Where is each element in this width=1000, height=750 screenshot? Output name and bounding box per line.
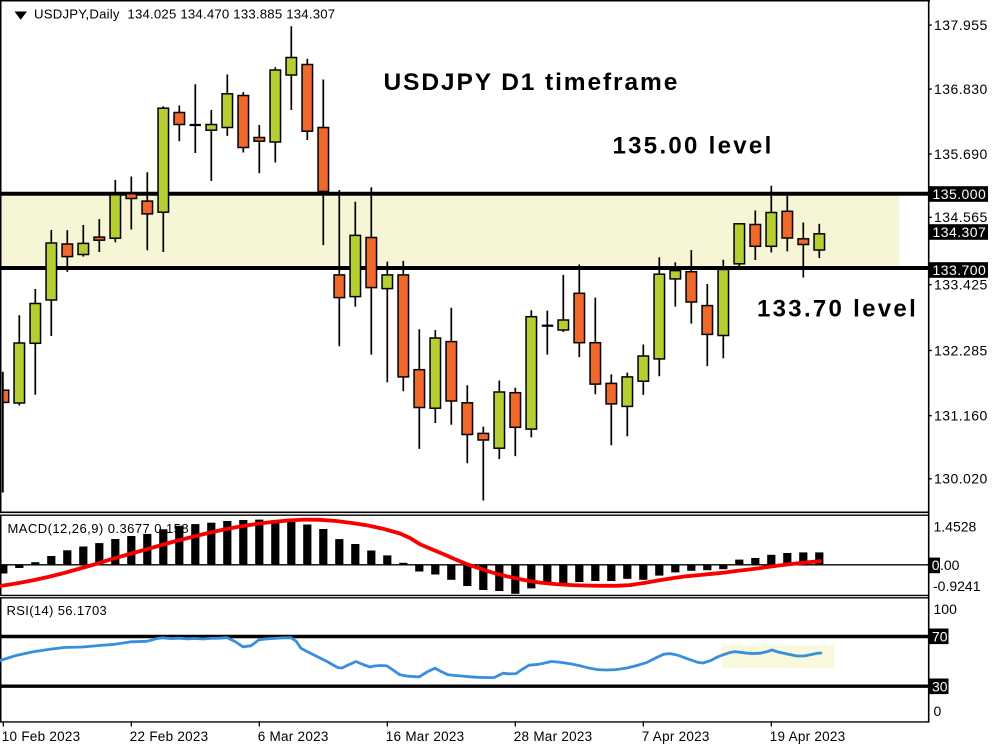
svg-text:133.70 level: 133.70 level <box>757 296 918 323</box>
svg-text:0: 0 <box>932 557 940 573</box>
svg-text:6 Mar 2023: 6 Mar 2023 <box>258 729 329 744</box>
svg-text:22 Feb 2023: 22 Feb 2023 <box>130 729 209 744</box>
svg-text:135.000: 135.000 <box>933 186 987 202</box>
svg-text:28 Mar 2023: 28 Mar 2023 <box>514 729 593 744</box>
svg-text:70: 70 <box>932 628 948 644</box>
svg-text:134.307: 134.307 <box>933 224 987 240</box>
svg-text:130.020: 130.020 <box>934 471 988 487</box>
svg-text:132.285: 132.285 <box>934 342 988 358</box>
svg-text:135.690: 135.690 <box>934 146 988 162</box>
svg-text:133.700: 133.700 <box>933 262 987 278</box>
svg-text:16 Mar 2023: 16 Mar 2023 <box>386 729 465 744</box>
svg-text:USDJPY D1 timeframe: USDJPY D1 timeframe <box>384 69 680 96</box>
svg-text:.00: .00 <box>940 557 960 573</box>
svg-text:RSI(14) 56.1703: RSI(14) 56.1703 <box>7 603 108 618</box>
svg-text:0: 0 <box>934 703 942 719</box>
svg-text:30: 30 <box>932 678 948 694</box>
svg-text:10 Feb 2023: 10 Feb 2023 <box>2 729 81 744</box>
svg-text:134.565: 134.565 <box>934 209 988 225</box>
svg-text:USDJPY,Daily 134.025 134.470: USDJPY,Daily 134.025 134.470 133.885 134… <box>34 6 335 21</box>
svg-text:135.00 level: 135.00 level <box>613 133 774 160</box>
svg-text:1.4528: 1.4528 <box>934 518 977 534</box>
svg-text:137.955: 137.955 <box>934 17 988 33</box>
svg-text:133.425: 133.425 <box>934 277 988 293</box>
svg-text:19 Apr 2023: 19 Apr 2023 <box>770 729 846 744</box>
svg-text:7 Apr 2023: 7 Apr 2023 <box>642 729 710 744</box>
svg-text:MACD(12,26,9) 0.3677 0.158: MACD(12,26,9) 0.3677 0.158 <box>8 521 190 536</box>
svg-text:136.830: 136.830 <box>934 81 988 97</box>
svg-text:-0.9241: -0.9241 <box>933 578 981 594</box>
svg-text:100: 100 <box>934 601 958 617</box>
svg-text:131.160: 131.160 <box>934 408 988 424</box>
